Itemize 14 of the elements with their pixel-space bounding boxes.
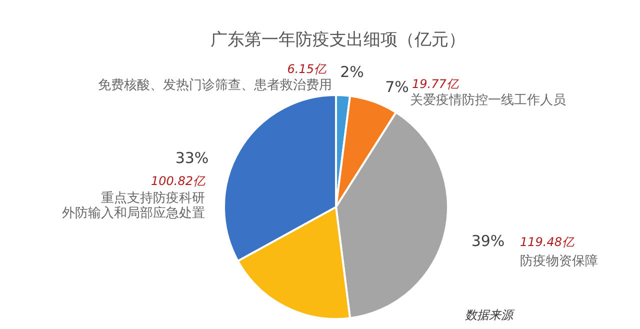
data-label: 39% bbox=[471, 232, 505, 250]
text: 100.82亿 bbox=[151, 174, 206, 188]
data-label: 33% bbox=[175, 149, 209, 167]
text: 19.77亿 bbox=[412, 77, 460, 91]
data-label: 7% bbox=[385, 78, 409, 96]
slice-label: 重点支持防疫科研外防输入和局部应急处置 bbox=[62, 191, 205, 221]
chart-title: 广东第一年防疫支出细项（亿元） bbox=[210, 30, 466, 50]
slice-label: 防疫物资保障 bbox=[520, 254, 598, 269]
text: 数据来源 bbox=[465, 308, 515, 322]
data-label: 2% bbox=[340, 63, 364, 81]
text: 119.48亿 bbox=[520, 235, 575, 249]
text: 6.15亿 bbox=[287, 62, 327, 76]
slice-label: 免费核酸、发热门诊筛查、患者救治费用 bbox=[98, 77, 332, 93]
slice-label: 关爱疫情防控一线工作人员 bbox=[410, 93, 566, 108]
